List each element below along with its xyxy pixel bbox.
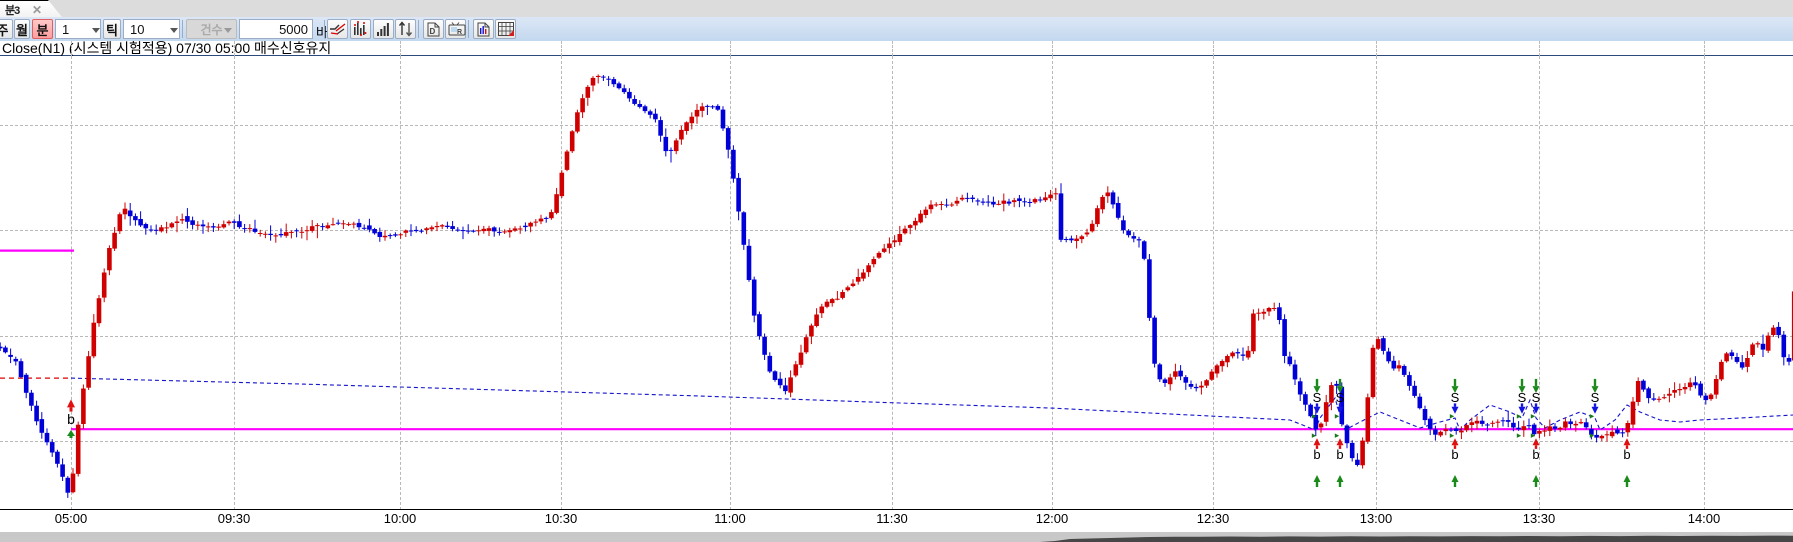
svg-text:b: b: [1313, 447, 1320, 462]
svg-text:D: D: [430, 27, 436, 36]
svg-text:S: S: [1313, 390, 1322, 405]
svg-text:S: S: [1336, 390, 1345, 405]
svg-text:b: b: [1532, 447, 1539, 462]
svg-text:S: S: [1532, 390, 1541, 405]
svg-text:b: b: [1623, 447, 1630, 462]
svg-text:S: S: [1451, 390, 1460, 405]
svg-text:b: b: [67, 411, 75, 427]
svg-text:b: b: [1451, 447, 1458, 462]
svg-text:S: S: [1518, 390, 1527, 405]
svg-text:S: S: [1591, 390, 1600, 405]
svg-text:R: R: [457, 29, 462, 36]
svg-text:b: b: [1336, 447, 1343, 462]
